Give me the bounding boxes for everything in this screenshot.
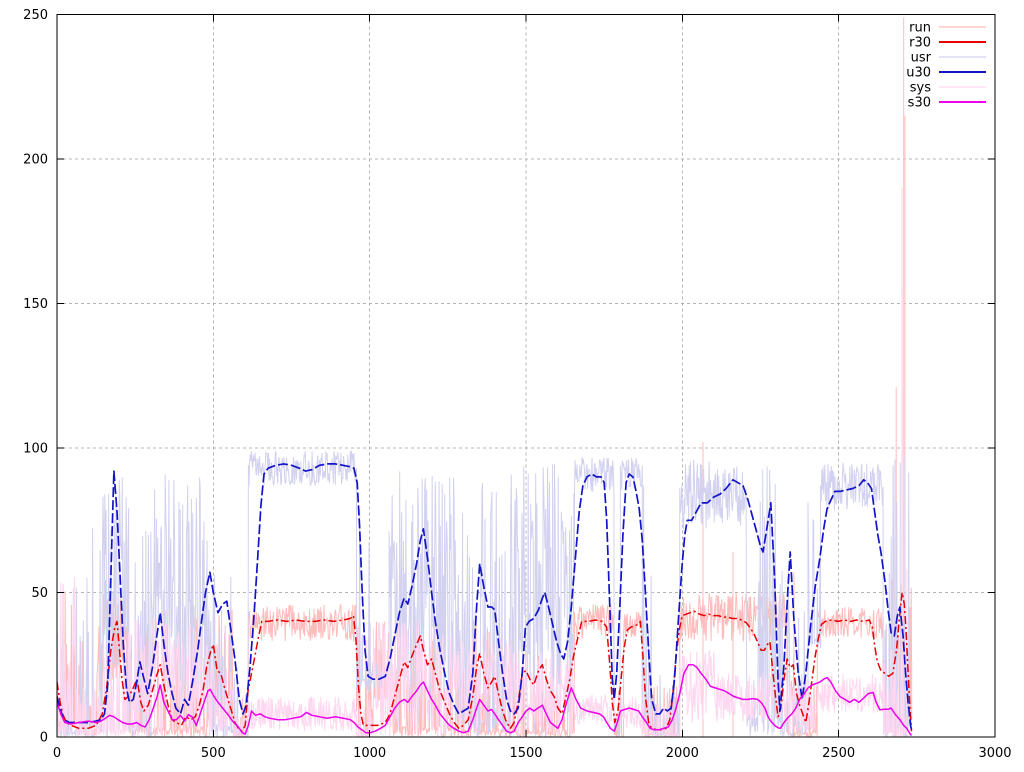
legend-label-sys: sys [910, 81, 931, 96]
x-tick-label: 1500 [509, 746, 542, 761]
x-tick-label: 2000 [666, 746, 699, 761]
legend-label-usr: usr [911, 51, 932, 66]
x-tick-label: 0 [53, 746, 61, 761]
series-line-r30 [57, 591, 913, 732]
y-tick-label: 0 [40, 731, 48, 746]
legend-label-run: run [909, 21, 931, 36]
series-line-s30 [57, 664, 913, 737]
legend-label-s30: s30 [908, 96, 931, 111]
series-s30 [57, 664, 913, 737]
legend-entry-sys: sys [910, 81, 986, 96]
x-tick-label: 1000 [353, 746, 386, 761]
axis-ticks [56, 14, 996, 738]
series-line-u30 [57, 463, 913, 732]
series-layer [57, 17, 913, 737]
legend-label-u30: u30 [906, 66, 931, 81]
legend-label-r30: r30 [909, 36, 931, 51]
legend-entry-run: run [909, 21, 986, 36]
legend-entry-s30: s30 [908, 96, 986, 111]
y-tick-label: 100 [23, 442, 48, 457]
y-tick-label: 250 [23, 8, 48, 23]
legend-entry-u30: u30 [906, 66, 986, 81]
legend-entry-r30: r30 [909, 36, 986, 51]
series-line-sys [57, 576, 913, 737]
y-tick-label: 200 [23, 153, 48, 168]
series-u30 [57, 463, 913, 732]
x-tick-label: 3000 [978, 746, 1011, 761]
series-r30 [57, 591, 913, 732]
x-tick-label: 500 [201, 746, 226, 761]
y-tick-label: 50 [31, 586, 48, 601]
legend-entry-usr: usr [911, 51, 986, 66]
axis-labels: 0 500 1000 1500 2000 2500 3000 0 50 100 150 200 250 [23, 8, 1011, 761]
x-tick-label: 2500 [822, 746, 855, 761]
y-tick-label: 150 [23, 297, 48, 312]
